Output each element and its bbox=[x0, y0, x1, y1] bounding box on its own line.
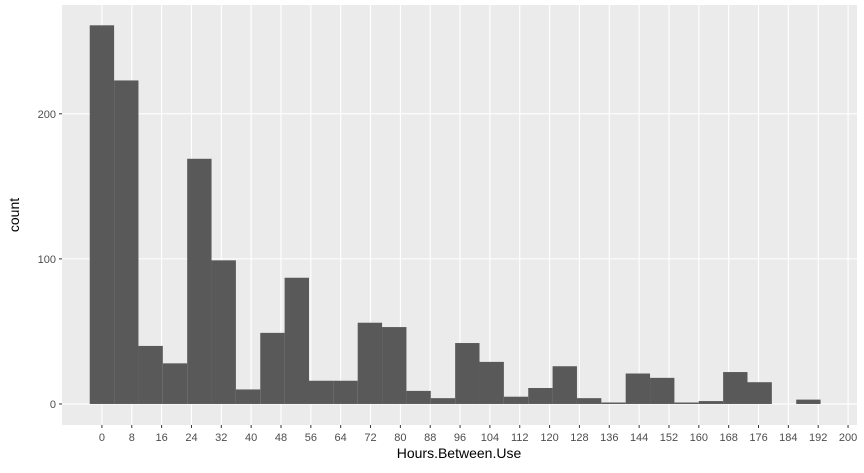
x-tick-label: 192 bbox=[809, 432, 827, 444]
x-tick-label: 96 bbox=[454, 432, 466, 444]
bar bbox=[503, 396, 529, 404]
bar bbox=[308, 380, 334, 404]
x-tick-label: 176 bbox=[749, 432, 767, 444]
bar bbox=[187, 158, 212, 404]
x-axis-label: Hours.Between.Use bbox=[397, 445, 522, 461]
bar bbox=[576, 398, 602, 404]
bar bbox=[114, 80, 139, 404]
bar bbox=[382, 327, 407, 404]
x-tick-label: 152 bbox=[660, 432, 678, 444]
x-tick-label: 112 bbox=[511, 432, 529, 444]
bar bbox=[747, 382, 772, 404]
x-tick-label: 104 bbox=[481, 432, 499, 444]
x-tick-label: 16 bbox=[155, 432, 167, 444]
bar bbox=[455, 343, 480, 404]
bar bbox=[406, 390, 431, 404]
x-tick-label: 32 bbox=[215, 432, 227, 444]
x-tick-label: 56 bbox=[305, 432, 317, 444]
bar bbox=[723, 372, 748, 404]
x-tick-label: 144 bbox=[630, 432, 648, 444]
x-tick-label: 24 bbox=[185, 432, 197, 444]
x-tick-label: 0 bbox=[99, 432, 105, 444]
x-tick-label: 184 bbox=[779, 432, 797, 444]
bar bbox=[674, 402, 699, 404]
x-tick-label: 168 bbox=[719, 432, 737, 444]
bar bbox=[333, 380, 358, 404]
x-tick-label: 136 bbox=[600, 432, 618, 444]
bar bbox=[601, 402, 626, 404]
x-tick-label: 64 bbox=[335, 432, 347, 444]
bar bbox=[357, 322, 383, 404]
bar bbox=[650, 377, 675, 404]
bar bbox=[430, 398, 456, 404]
y-tick-label: 100 bbox=[38, 254, 56, 266]
y-axis-label: count bbox=[6, 198, 22, 232]
bar bbox=[625, 373, 651, 404]
x-tick-label: 88 bbox=[424, 432, 436, 444]
x-tick-label: 200 bbox=[839, 432, 857, 444]
y-tick-label: 200 bbox=[38, 109, 56, 121]
x-tick-label: 8 bbox=[129, 432, 135, 444]
x-tick-label: 40 bbox=[245, 432, 257, 444]
x-tick-label: 128 bbox=[570, 432, 588, 444]
x-tick-label: 72 bbox=[364, 432, 376, 444]
y-tick-label: 0 bbox=[50, 399, 56, 411]
x-tick-label: 80 bbox=[394, 432, 406, 444]
bar bbox=[89, 25, 115, 404]
bar bbox=[235, 389, 261, 404]
x-tick-label: 48 bbox=[275, 432, 287, 444]
bar bbox=[552, 366, 577, 404]
bar bbox=[796, 399, 821, 404]
x-tick-label: 160 bbox=[690, 432, 708, 444]
bar bbox=[528, 388, 553, 404]
bar bbox=[479, 361, 504, 404]
bar bbox=[260, 332, 285, 404]
bar bbox=[698, 401, 724, 404]
bar bbox=[211, 260, 236, 404]
bar bbox=[162, 363, 188, 404]
bar bbox=[138, 345, 163, 404]
bar bbox=[284, 277, 309, 404]
x-tick-label: 120 bbox=[540, 432, 558, 444]
